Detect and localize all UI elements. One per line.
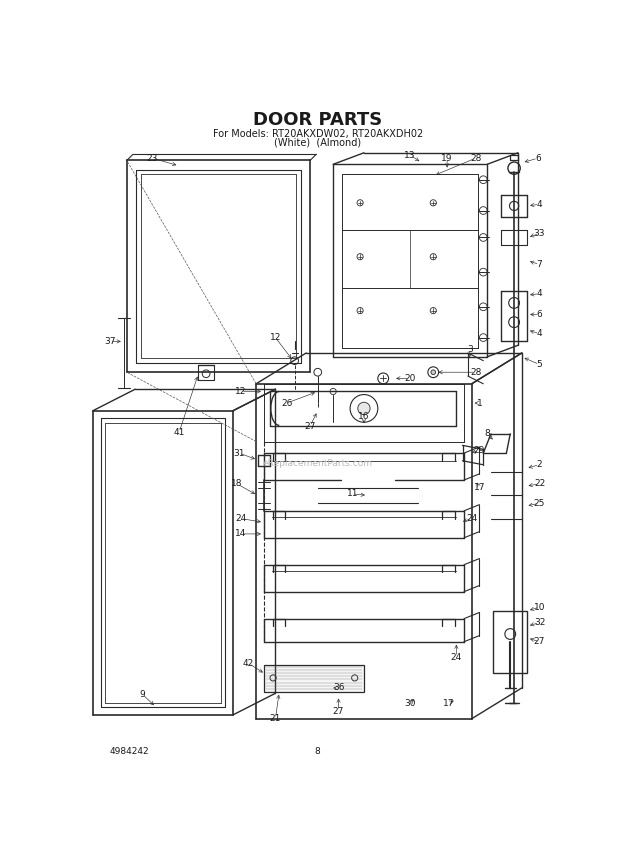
Text: 36: 36 [333, 683, 344, 693]
Text: For Models: RT20AKXDW02, RT20AKXDH02: For Models: RT20AKXDW02, RT20AKXDH02 [213, 128, 423, 139]
Text: 27: 27 [534, 637, 545, 646]
Text: 31: 31 [234, 449, 245, 458]
Text: 30: 30 [404, 698, 416, 708]
Text: 21: 21 [270, 714, 281, 723]
Text: 13: 13 [404, 151, 416, 159]
Text: 6: 6 [535, 154, 541, 163]
Text: 24: 24 [235, 514, 246, 523]
Text: 42: 42 [243, 659, 254, 668]
Text: 2: 2 [537, 461, 542, 469]
Text: 27: 27 [304, 422, 316, 431]
Text: 1: 1 [477, 399, 482, 407]
Text: 28: 28 [470, 154, 481, 163]
Text: 20: 20 [404, 374, 416, 383]
Text: 4: 4 [537, 199, 542, 209]
Text: 18: 18 [231, 479, 242, 489]
Text: 3: 3 [467, 345, 473, 354]
Circle shape [431, 370, 436, 375]
Text: 16: 16 [358, 413, 370, 421]
Text: 11: 11 [347, 490, 358, 498]
Circle shape [358, 402, 370, 414]
Text: 24: 24 [451, 652, 462, 662]
Text: 8: 8 [484, 430, 490, 438]
Text: 32: 32 [534, 618, 545, 627]
Text: 14: 14 [235, 529, 246, 538]
Text: 7: 7 [537, 260, 542, 269]
Text: 19: 19 [441, 154, 453, 163]
Text: (White)  (Almond): (White) (Almond) [274, 138, 361, 148]
Text: 23: 23 [146, 154, 158, 163]
Text: 33: 33 [534, 229, 545, 238]
Text: 29: 29 [474, 446, 485, 455]
Text: 10: 10 [534, 603, 545, 611]
Text: 17: 17 [443, 698, 454, 708]
Text: 41: 41 [174, 428, 185, 437]
Text: 37: 37 [104, 337, 115, 346]
Text: 17: 17 [474, 484, 485, 492]
Text: 4: 4 [537, 330, 542, 338]
Text: 26: 26 [281, 399, 293, 407]
Text: 24: 24 [466, 514, 477, 523]
Bar [494, 611, 527, 673]
Text: 25: 25 [534, 499, 545, 508]
Text: DOOR PARTS: DOOR PARTS [253, 110, 383, 128]
Text: 9: 9 [140, 690, 145, 698]
Text: 27: 27 [333, 706, 344, 716]
Text: 12: 12 [270, 333, 281, 342]
Text: 5: 5 [537, 360, 542, 369]
Text: 22: 22 [534, 479, 545, 489]
Text: 4984242: 4984242 [110, 746, 149, 756]
Text: 4: 4 [537, 289, 542, 298]
Text: eReplacementParts.com: eReplacementParts.com [263, 459, 373, 467]
Text: 28: 28 [470, 368, 481, 377]
Text: 6: 6 [537, 310, 542, 319]
Text: 8: 8 [315, 746, 321, 756]
Bar [264, 665, 364, 692]
Text: 12: 12 [235, 387, 246, 396]
